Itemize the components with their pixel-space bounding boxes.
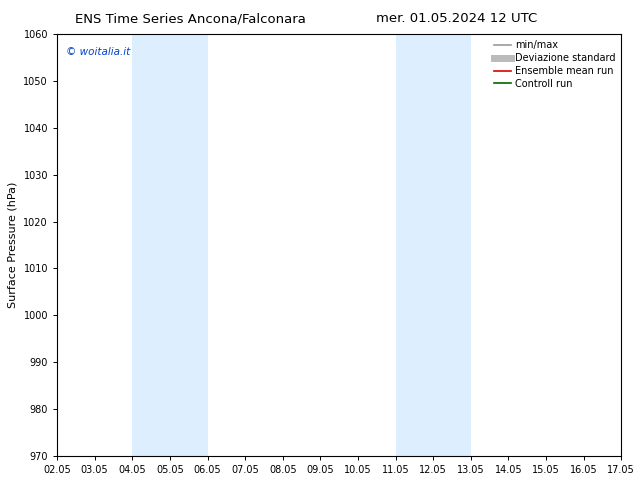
Bar — [133, 34, 207, 456]
Bar — [396, 34, 471, 456]
Text: © woitalia.it: © woitalia.it — [65, 47, 130, 57]
Text: ENS Time Series Ancona/Falconara: ENS Time Series Ancona/Falconara — [75, 12, 306, 25]
Legend: min/max, Deviazione standard, Ensemble mean run, Controll run: min/max, Deviazione standard, Ensemble m… — [489, 36, 619, 93]
Text: mer. 01.05.2024 12 UTC: mer. 01.05.2024 12 UTC — [376, 12, 537, 25]
Y-axis label: Surface Pressure (hPa): Surface Pressure (hPa) — [8, 182, 18, 308]
